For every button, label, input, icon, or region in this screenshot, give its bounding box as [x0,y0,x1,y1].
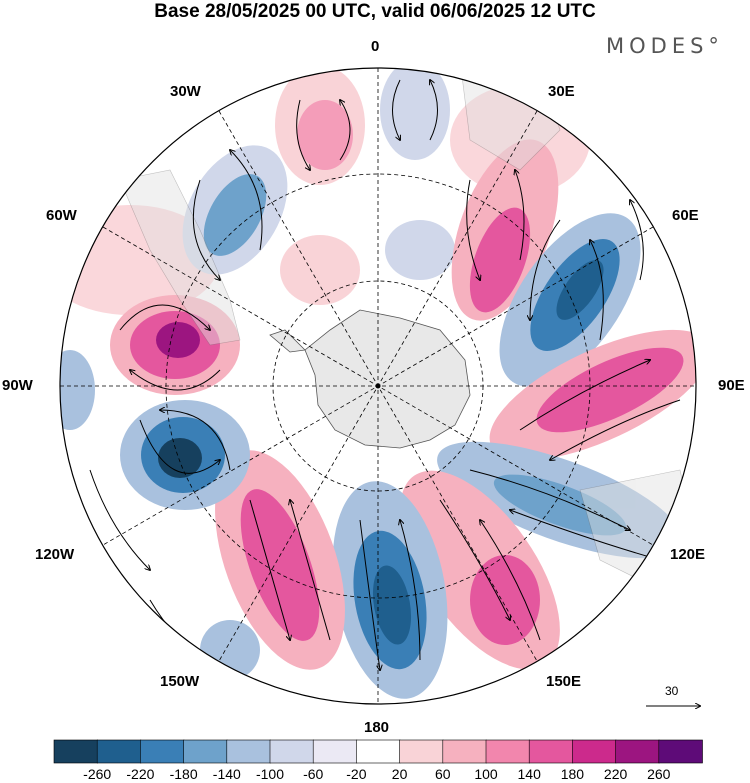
colorbar-tick-label: 260 [647,766,671,782]
colorbar-tick-label: 20 [391,766,408,782]
colorbar-swatch [269,739,315,764]
lon-label-150w: 150W [160,673,200,690]
map-border [59,67,697,705]
south-pole-marker [375,383,381,389]
colorbar-swatch [96,739,142,764]
colorbar-tick-label: -220 [126,766,155,782]
lon-label-60w: 60W [46,207,77,224]
lon-label-60e: 60E [672,207,699,224]
colorbar-tick-label: 180 [560,766,585,782]
lon-label-180: 180 [364,719,390,736]
colorbar-swatch [615,739,660,764]
lon-label-0: 0 [371,38,380,55]
colorbar-swatch [442,739,487,764]
reference-vector-label: 30 [665,684,679,698]
colorbar-tick-label: -20 [346,766,367,782]
colorbar-swatch [528,739,574,764]
colorbar-tick-label: 100 [474,766,498,782]
antarctica-coastline [304,309,471,449]
colorbar-tick-label: 220 [603,766,628,782]
lon-label-150e: 150E [546,673,582,690]
colorbar-swatch [658,739,703,764]
colorbar-swatch [485,739,531,764]
colorbar-swatch [356,739,401,764]
colorbar-swatch [140,739,185,764]
lon-label-120w: 120W [35,546,75,563]
colorbar-tick-label: -260 [83,766,112,782]
colorbar-tick-label: -60 [303,766,324,782]
colorbar-swatch [226,739,271,764]
lon-label-30e: 30E [548,83,575,100]
colorbar-tick-label: 60 [435,766,451,782]
colorbar-tick-label: -100 [255,766,285,782]
lon-label-90e: 90E [718,377,745,394]
colorbar-tick-label: 140 [517,766,541,782]
colorbar-swatch [572,739,617,764]
lon-label-120e: 120E [670,546,706,563]
lon-label-90w: 90W [2,377,33,394]
colorbar-swatch [53,739,99,764]
lon-label-30w: 30W [170,83,201,100]
colorbar-swatch [183,739,228,764]
anomaly-field [60,68,696,704]
modes-logo: MODES° [606,34,724,58]
colorbar-swatch [312,739,358,764]
colorbar-swatch [399,739,444,764]
map-title: Base 28/05/2025 00 UTC, valid 06/06/2025… [154,1,596,22]
south-america [119,169,241,346]
colorbar-tick-label: -180 [169,766,198,782]
colorbar-tick-label: -140 [212,766,241,782]
